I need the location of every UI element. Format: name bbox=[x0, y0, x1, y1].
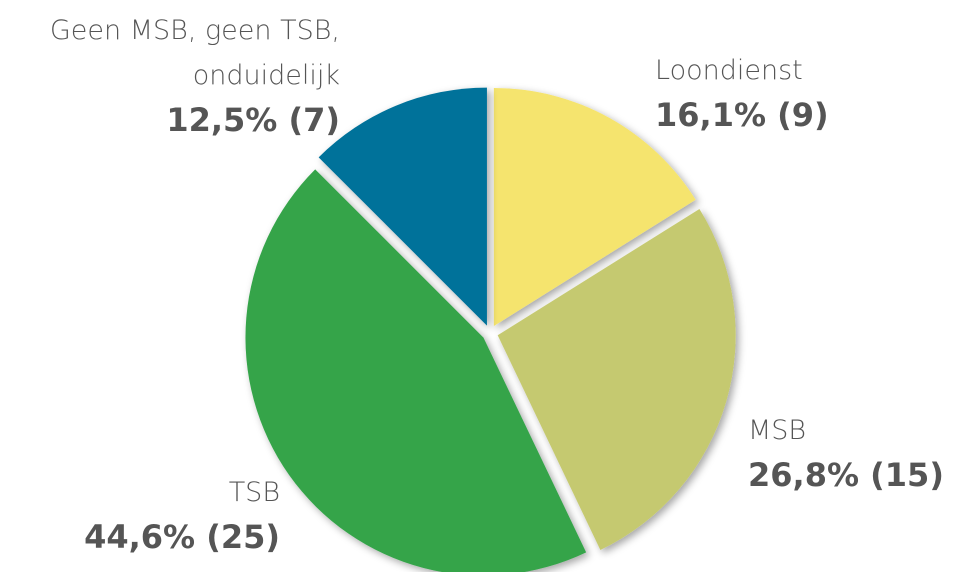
pie-slice bbox=[245, 169, 587, 572]
slice-label: MSB 26,8% (15) bbox=[748, 408, 944, 498]
category-label: MSB bbox=[748, 415, 807, 446]
value-label: 44,6% (25) bbox=[84, 518, 280, 556]
pie-slice bbox=[497, 208, 736, 550]
pie-slice bbox=[493, 88, 696, 327]
slice-label: Loondienst 16,1% (9) bbox=[655, 48, 829, 138]
slice-label: Geen MSB, geen TSB, onduidelijk 12,5% (7) bbox=[50, 8, 340, 143]
value-label: 26,8% (15) bbox=[748, 456, 944, 494]
category-label: TSB bbox=[228, 477, 280, 508]
slice-label: TSB 44,6% (25) bbox=[84, 470, 280, 560]
category-label: Geen MSB, geen TSB, onduidelijk bbox=[49, 15, 340, 91]
value-label: 12,5% (7) bbox=[166, 101, 340, 139]
value-label: 16,1% (9) bbox=[655, 96, 829, 134]
pie-slice bbox=[318, 87, 487, 326]
category-label: Loondienst bbox=[655, 55, 803, 86]
